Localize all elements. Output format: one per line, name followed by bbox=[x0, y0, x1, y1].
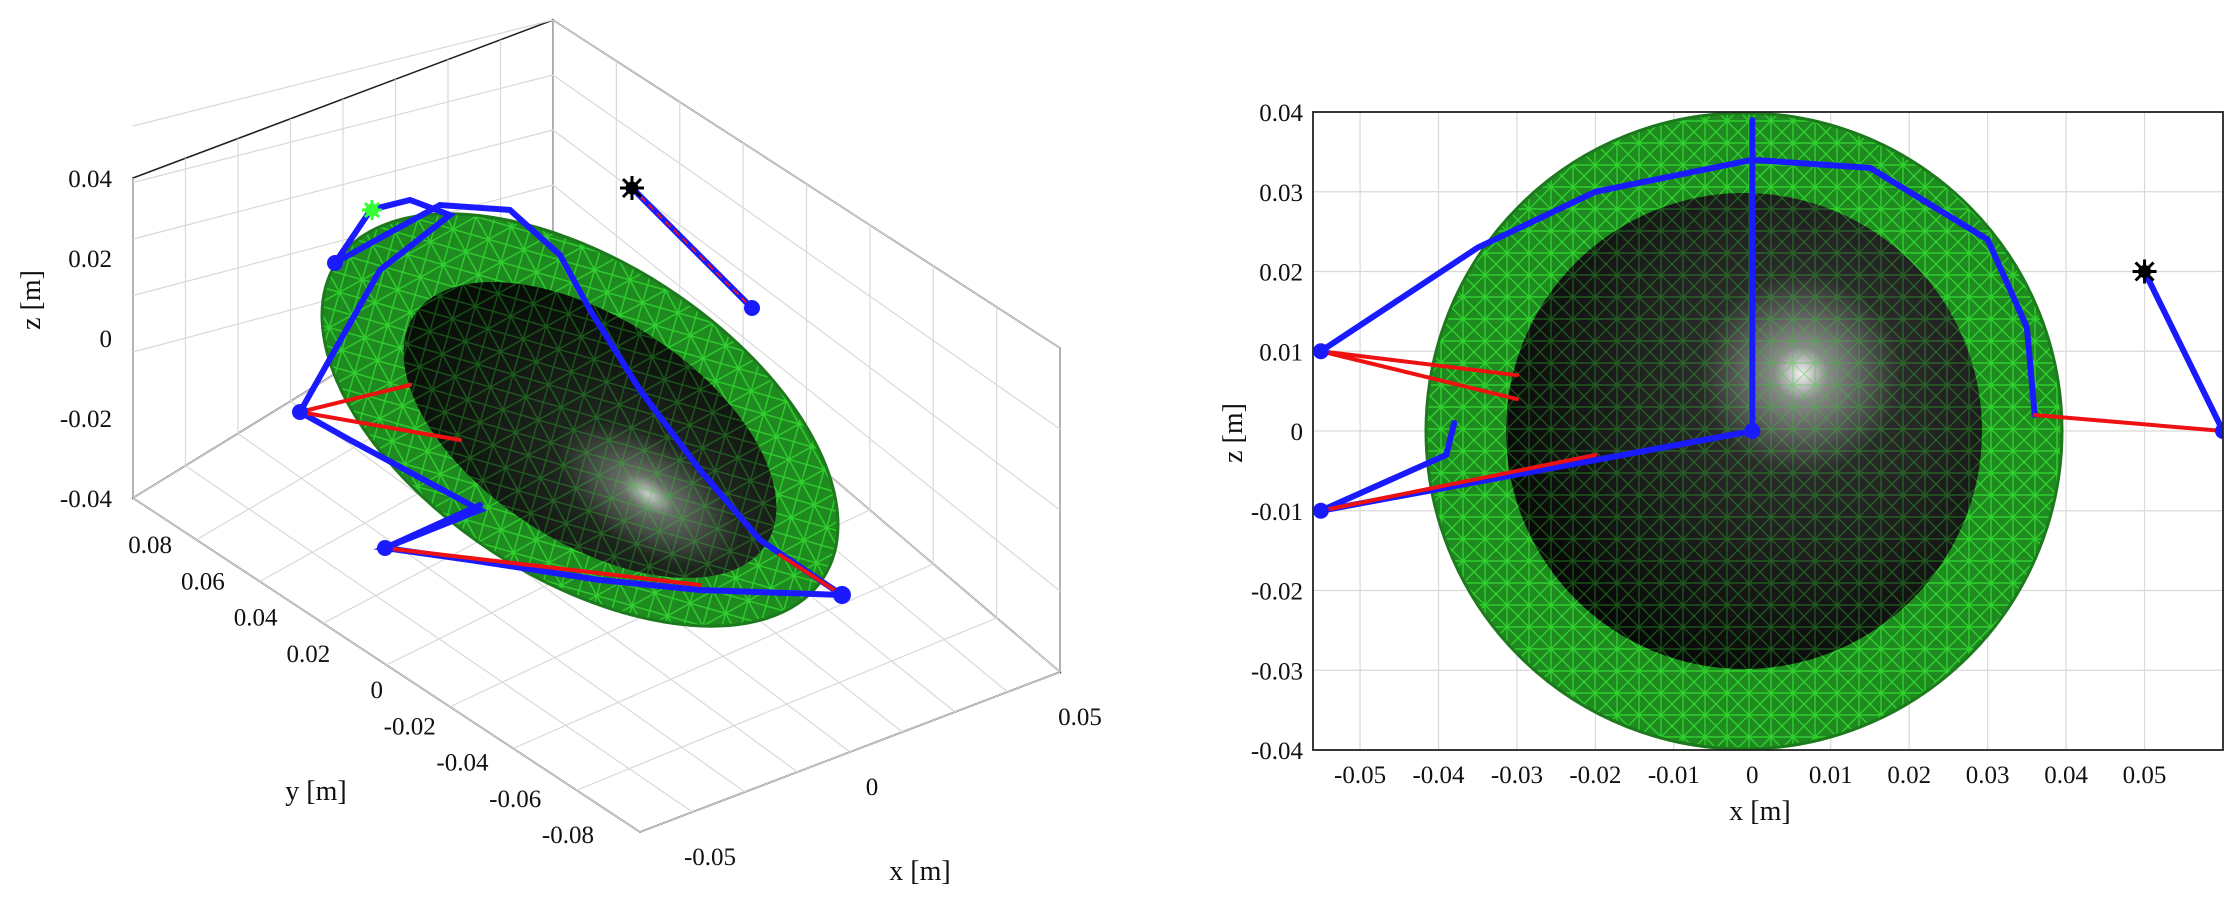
x-tick-label-3d: 0 bbox=[866, 774, 879, 801]
y-tick-label-2d: 0.04 bbox=[1259, 100, 1303, 127]
y-tick-label-3d: 0.02 bbox=[287, 641, 331, 668]
x-tick-label-2d: 0.05 bbox=[2123, 762, 2167, 789]
y-tick-label-2d: 0.01 bbox=[1259, 339, 1303, 366]
x-tick-label-3d: -0.05 bbox=[684, 844, 736, 871]
target-black-3d bbox=[620, 176, 644, 200]
series-line bbox=[2141, 268, 2223, 434]
x-tick-label-3d: 0.05 bbox=[1058, 704, 1102, 731]
series-line bbox=[1317, 156, 2038, 419]
x-tick-label-2d: -0.03 bbox=[1491, 762, 1543, 789]
y-tick-label-2d: -0.01 bbox=[1251, 499, 1303, 526]
x-tick-label-2d: 0.03 bbox=[1966, 762, 2010, 789]
y-tick-label-3d: -0.06 bbox=[489, 786, 541, 813]
x-axis-label-3d: x [m] bbox=[889, 856, 950, 887]
z-tick-labels-3d: 0.04 0.02 0 -0.02 -0.04 bbox=[60, 166, 113, 513]
y-tick-labels-3d: 0.08 0.06 0.04 0.02 0-0.02-0.04-0.06-0.08 bbox=[128, 532, 594, 849]
series-line bbox=[1318, 349, 1519, 378]
y-axis-label-2d: z [m] bbox=[1218, 403, 1249, 463]
z-tick-label-3d: 0.04 bbox=[68, 166, 112, 193]
y-tick-label-2d: 0 bbox=[1291, 419, 1304, 446]
y-axis-label-3d: y [m] bbox=[285, 776, 346, 807]
y-tick-label-3d: 0.06 bbox=[181, 568, 225, 595]
y-tick-label-2d: -0.02 bbox=[1251, 579, 1303, 606]
x-tick-label-2d: 0.04 bbox=[2044, 762, 2088, 789]
plot-frame-2d bbox=[1312, 111, 2224, 751]
panel-3d-view: 0.040.020-0.02-0.04 0.080.060.040.020-0.… bbox=[16, 18, 1102, 887]
joint-point bbox=[2215, 423, 2223, 439]
y-tick-label-2d: 0.03 bbox=[1259, 180, 1303, 207]
links-3d bbox=[297, 185, 845, 598]
x-axis-label-2d: x [m] bbox=[1729, 796, 1790, 827]
x-tick-label-2d: -0.05 bbox=[1334, 762, 1386, 789]
y-tick-labels-2d: 0.04 0.03 0.02 0.01 0 -0.01 -0.02 -0.03 -0.04 bbox=[1251, 100, 1304, 765]
y-tick-label-2d: -0.04 bbox=[1251, 738, 1304, 765]
y-tick-label-3d: -0.04 bbox=[436, 750, 489, 777]
joint-point bbox=[1313, 343, 1329, 360]
grid-line-3d bbox=[576, 617, 997, 791]
x-tick-label-2d: -0.04 bbox=[1412, 762, 1465, 789]
y-tick-label-3d: -0.08 bbox=[542, 822, 594, 849]
y-tick-label-2d: 0.02 bbox=[1259, 260, 1303, 287]
x-tick-labels-3d: -0.05 0 0.05 bbox=[684, 704, 1102, 871]
joint-point bbox=[1313, 502, 1329, 519]
x-tick-label-2d: 0.02 bbox=[1887, 762, 1931, 789]
z-tick-label-3d: 0 bbox=[100, 326, 113, 353]
grid-line-3d bbox=[132, 19, 554, 127]
series-line bbox=[1318, 349, 1519, 402]
series-line bbox=[1317, 420, 1458, 514]
z-tick-label-3d: 0.02 bbox=[68, 246, 112, 273]
joints-3d bbox=[292, 255, 851, 604]
inner-sphere-3d bbox=[403, 281, 777, 579]
series-2d bbox=[1317, 116, 2223, 514]
y-tick-label-2d: -0.03 bbox=[1251, 658, 1303, 685]
x-tick-labels-2d: -0.05 -0.04 -0.03 -0.02 -0.01 0 0.01 0.02 0.03 0.… bbox=[1334, 762, 2166, 789]
z-tick-label-3d: -0.02 bbox=[60, 406, 112, 433]
series-line bbox=[2032, 413, 2223, 433]
points-2d bbox=[1313, 259, 2223, 519]
x-tick-label-2d: -0.01 bbox=[1648, 762, 1700, 789]
y-tick-label-3d: -0.02 bbox=[384, 713, 436, 740]
target-marker bbox=[2132, 259, 2157, 284]
panel-xz-projection: -0.05 -0.04 -0.03 -0.02 -0.01 0 0.01 0.02 0.03 0.… bbox=[1218, 100, 2224, 827]
series-line bbox=[1318, 452, 1598, 513]
y-tick-label-3d: 0.08 bbox=[128, 532, 172, 559]
y-tick-label-3d: 0 bbox=[371, 677, 384, 704]
z-tick-label-3d: -0.04 bbox=[60, 486, 113, 513]
grid-line-3d bbox=[513, 563, 934, 750]
x-tick-label-2d: 0.01 bbox=[1809, 762, 1853, 789]
target-green-3d bbox=[362, 200, 382, 220]
joint-point bbox=[1744, 423, 1761, 439]
grid-line-3d bbox=[639, 671, 1061, 833]
z-axis-label-3d: z [m] bbox=[16, 270, 47, 330]
y-tick-label-3d: 0.04 bbox=[234, 605, 278, 632]
x-tick-label-2d: 0 bbox=[1746, 762, 1759, 789]
x-tick-label-2d: -0.02 bbox=[1569, 762, 1621, 789]
